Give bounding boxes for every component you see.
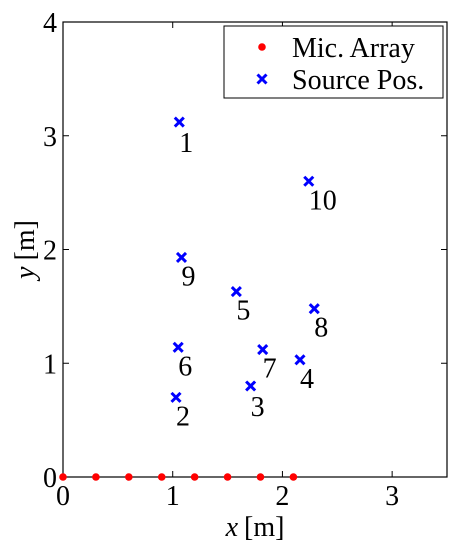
source-cross-stroke xyxy=(303,175,315,187)
source-cross-stroke xyxy=(172,341,184,353)
source-position-point xyxy=(245,380,257,392)
y-tick-label: 1 xyxy=(43,349,57,380)
x-tick-label: 2 xyxy=(275,481,289,512)
mic-array-point xyxy=(190,473,199,481)
mic-array-point xyxy=(125,473,133,481)
legend-cross-marker xyxy=(256,73,268,85)
y-axis-var: y xyxy=(10,266,41,282)
legend-box xyxy=(223,25,444,99)
x-axis-unit: [m] xyxy=(244,512,284,543)
source-index-label: 9 xyxy=(181,261,195,292)
source-cross-stroke xyxy=(308,303,320,315)
mic-array-point xyxy=(92,473,100,481)
mic-array-point xyxy=(289,473,298,481)
mic-array-point xyxy=(256,473,265,481)
axis-ticks: 0 1 2 3 0 1 2 3 4 xyxy=(43,8,447,512)
y-tick-label: 4 xyxy=(43,8,57,39)
x-tick-label: 3 xyxy=(385,481,399,512)
source-position-point xyxy=(294,354,306,366)
source-position-point xyxy=(172,341,184,353)
x-axis-var: x xyxy=(225,512,239,543)
data-marks: 1 2 3 4 5 6 7 8 9 10 xyxy=(59,116,337,481)
source-cross-stroke xyxy=(173,116,185,128)
x-tick-label: 1 xyxy=(166,481,180,512)
source-position-point xyxy=(170,391,182,403)
mic-array-point xyxy=(59,473,67,481)
source-position-point xyxy=(173,116,185,128)
source-cross-stroke xyxy=(245,380,257,392)
source-cross-stroke xyxy=(175,251,188,264)
mic-array-point xyxy=(223,473,232,481)
mic-array-point xyxy=(157,473,166,481)
y-tick-label: 0 xyxy=(43,463,57,494)
source-index-label: 6 xyxy=(178,351,192,382)
y-axis-title: y [m] xyxy=(10,220,41,282)
y-tick-label: 3 xyxy=(43,122,57,153)
source-index-label: 7 xyxy=(263,354,277,385)
y-tick-label: 2 xyxy=(43,236,57,267)
source-index-label: 3 xyxy=(251,392,265,423)
source-cross-stroke xyxy=(257,344,269,356)
source-index-label: 1 xyxy=(179,128,193,159)
source-position-point xyxy=(175,251,188,264)
source-index-label: 4 xyxy=(300,364,314,395)
source-position-point xyxy=(308,303,320,315)
x-axis-title: x [m] xyxy=(225,512,285,543)
x-tick-label: 0 xyxy=(56,481,70,512)
source-index-label: 5 xyxy=(236,296,250,327)
source-index-label: 8 xyxy=(314,313,328,344)
legend-dot-marker xyxy=(258,43,266,51)
legend-entry-label: Source Pos. xyxy=(292,65,424,96)
source-cross-stroke xyxy=(230,286,242,298)
legend-entry-label: Mic. Array xyxy=(292,33,415,64)
y-axis-unit: [m] xyxy=(10,220,41,260)
source-position-point xyxy=(230,286,242,298)
source-index-label: 2 xyxy=(176,401,190,432)
source-position-point xyxy=(257,344,269,356)
source-cross-stroke xyxy=(170,391,182,403)
source-index-label: 10 xyxy=(309,185,337,216)
source-cross-stroke xyxy=(294,354,306,366)
source-position-point xyxy=(303,175,315,187)
